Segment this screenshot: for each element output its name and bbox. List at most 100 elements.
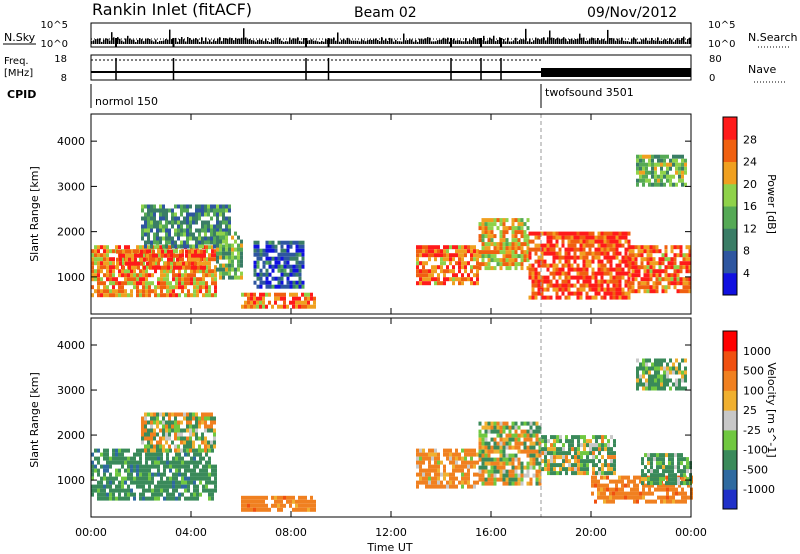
heatmap-cell xyxy=(675,370,678,375)
heatmap-cell xyxy=(103,245,106,250)
heatmap-cell xyxy=(624,235,628,240)
heatmap-cell xyxy=(579,243,583,248)
heatmap-cell xyxy=(160,484,163,489)
heatmap-cell xyxy=(208,289,211,294)
heatmap-cell xyxy=(159,428,162,433)
heatmap-cell xyxy=(310,304,313,309)
heatmap-cell xyxy=(197,249,200,254)
heatmap-cell xyxy=(192,428,195,433)
heatmap-cell xyxy=(681,358,684,363)
heatmap-cell xyxy=(683,465,686,470)
heatmap-cell xyxy=(416,245,419,250)
heatmap-cell xyxy=(184,293,187,298)
heatmap-cell xyxy=(133,273,136,278)
heatmap-cell xyxy=(144,224,147,229)
heatmap-cell xyxy=(124,496,127,501)
heatmap-cell xyxy=(91,285,94,290)
heatmap-cell xyxy=(422,265,425,270)
heatmap-cell xyxy=(600,295,604,300)
heatmap-cell xyxy=(237,235,240,240)
heatmap-cell xyxy=(177,432,180,437)
heatmap-cell xyxy=(118,488,121,493)
heatmap-cell xyxy=(546,263,550,268)
nsky-bar xyxy=(181,37,183,44)
heatmap-cell xyxy=(271,276,275,281)
heatmap-cell xyxy=(612,479,615,484)
heatmap-cell xyxy=(150,240,153,245)
heatmap-cell xyxy=(612,487,615,492)
heatmap-cell xyxy=(618,295,622,300)
heatmap-cell xyxy=(161,253,164,258)
heatmap-cell xyxy=(156,224,159,229)
heatmap-cell xyxy=(661,261,665,266)
heatmap-cell xyxy=(659,473,662,478)
heatmap-cell xyxy=(443,468,446,473)
heatmap-cell xyxy=(195,220,198,225)
heatmap-cell xyxy=(216,216,219,221)
heatmap-cell xyxy=(268,244,272,249)
heatmap-cell xyxy=(673,285,677,290)
heatmap-cell xyxy=(674,477,677,482)
heatmap-cell xyxy=(603,491,606,496)
heatmap-cell xyxy=(478,421,482,426)
heatmap-cell xyxy=(552,259,556,264)
heatmap-cell xyxy=(481,477,485,482)
heatmap-cell xyxy=(175,476,178,481)
nsky-bar xyxy=(611,37,613,44)
heatmap-cell xyxy=(449,269,452,274)
heatmap-cell xyxy=(136,293,139,298)
velocity-colorbar-tick-label: -25 xyxy=(743,424,761,437)
heatmap-cell xyxy=(228,204,231,209)
heatmap-cell xyxy=(686,461,689,466)
heatmap-cell xyxy=(148,293,151,298)
heatmap-cell xyxy=(493,254,497,259)
heatmap-cell xyxy=(508,250,512,255)
heatmap-cell xyxy=(160,269,163,274)
heatmap-cell xyxy=(112,480,115,485)
heatmap-cell xyxy=(628,265,632,270)
heatmap-cell xyxy=(416,269,419,274)
heatmap-cell xyxy=(139,273,142,278)
heatmap-cell xyxy=(660,495,663,500)
heatmap-cell xyxy=(201,416,204,421)
heatmap-cell xyxy=(487,469,491,474)
heatmap-cell xyxy=(127,460,130,465)
heatmap-cell xyxy=(686,457,689,462)
heatmap-cell xyxy=(535,429,539,434)
heatmap-cell xyxy=(159,420,162,425)
heatmap-cell xyxy=(196,472,199,477)
heatmap-cell xyxy=(540,291,544,296)
heatmap-cell xyxy=(607,443,610,448)
heatmap-cell xyxy=(210,416,213,421)
heatmap-cell xyxy=(601,455,604,460)
heatmap-cell xyxy=(582,271,586,276)
heatmap-cell xyxy=(137,265,140,270)
heatmap-cell xyxy=(603,483,606,488)
heatmap-cell xyxy=(431,468,434,473)
heatmap-cell xyxy=(186,204,189,209)
heatmap-cell xyxy=(428,245,431,250)
heatmap-cell xyxy=(609,235,613,240)
heatmap-cell xyxy=(121,484,124,489)
heatmap-cell xyxy=(152,257,155,262)
heatmap-cell xyxy=(526,421,530,426)
heatmap-cell xyxy=(646,273,650,278)
heatmap-cell xyxy=(225,216,228,221)
heatmap-cell xyxy=(139,464,142,469)
heatmap-cell xyxy=(106,285,109,290)
heatmap-cell xyxy=(496,262,500,267)
heatmap-cell xyxy=(292,296,295,301)
heatmap-cell xyxy=(163,285,166,290)
heatmap-cell xyxy=(669,499,672,504)
heatmap-cell xyxy=(195,412,198,417)
heatmap-cell xyxy=(610,435,613,440)
heatmap-cell xyxy=(559,455,562,460)
nsky-bar xyxy=(653,40,655,44)
heatmap-cell xyxy=(192,416,195,421)
heatmap-cell xyxy=(606,267,610,272)
heatmap-cell xyxy=(681,154,684,159)
heatmap-cell xyxy=(188,261,191,266)
heatmap-cell xyxy=(166,488,169,493)
heatmap-cell xyxy=(446,253,449,258)
nsky-bar xyxy=(273,40,275,44)
